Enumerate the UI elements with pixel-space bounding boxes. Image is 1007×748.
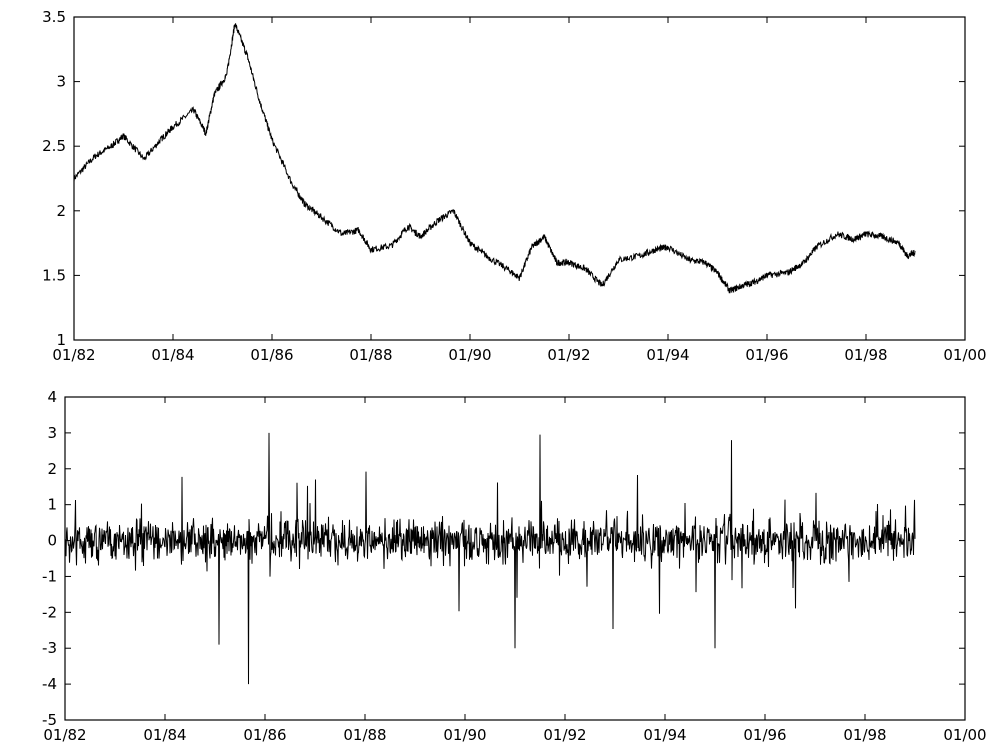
bottom-xtick-label: 01/94 (643, 726, 686, 744)
bottom-ytick-label: 1 (47, 496, 57, 514)
bottom-xtick-label: 01/92 (543, 726, 586, 744)
bottom-xtick-label: 01/96 (743, 726, 786, 744)
top-xtick-label: 01/98 (844, 346, 887, 364)
top-plot-frame (73, 16, 966, 341)
bottom-xtick-label: 01/90 (443, 726, 486, 744)
top-series-line (73, 23, 916, 294)
bottom-series-line (64, 432, 916, 685)
bottom-plot-frame (64, 396, 966, 721)
top-ytick-label: 3.5 (42, 8, 66, 26)
top-xtick-label: 01/86 (250, 346, 293, 364)
bottom-ytick-label: -2 (42, 603, 57, 621)
top-xtick-label: 01/82 (52, 346, 95, 364)
bottom-ytick-label: -1 (42, 567, 57, 585)
top-xtick-label: 01/88 (349, 346, 392, 364)
top-ytick-label: 1 (56, 331, 66, 349)
bottom-xtick-label: 01/82 (43, 726, 86, 744)
top-xtick-label: 01/96 (745, 346, 788, 364)
bottom-xtick-label: 01/00 (943, 726, 986, 744)
bottom-ytick-label: -5 (42, 711, 57, 729)
top-ytick-label: 2 (56, 202, 66, 220)
top-xtick-label: 01/00 (943, 346, 986, 364)
top-xtick-label: 01/92 (547, 346, 590, 364)
bottom-ytick-label: 3 (47, 424, 57, 442)
bottom-xtick-label: 01/98 (843, 726, 886, 744)
top-ytick-label: 3 (56, 73, 66, 91)
bottom-ytick-label: 4 (47, 388, 57, 406)
top-panel: 1 1.5 2 2.5 3 3.5 01/82 01/84 01/86 01/88 01/90 01… (42, 8, 986, 364)
bottom-ytick-label: -3 (42, 639, 57, 657)
top-xtick-label: 01/90 (448, 346, 491, 364)
bottom-xtick-label: 01/88 (343, 726, 386, 744)
top-ytick-label: 1.5 (42, 266, 66, 284)
bottom-ytick-label: 0 (47, 532, 57, 550)
top-xtick-label: 01/94 (646, 346, 689, 364)
bottom-ytick-label: -4 (42, 675, 57, 693)
bottom-ytick-label: 2 (47, 460, 57, 478)
bottom-xtick-label: 01/86 (243, 726, 286, 744)
bottom-xtick-label: 01/84 (143, 726, 186, 744)
top-xtick-label: 01/84 (151, 346, 194, 364)
top-ytick-label: 2.5 (42, 137, 66, 155)
bottom-panel: -5 -4 -3 -2 -1 0 1 2 3 4 01/82 01/84 01/86 01/88 01/9… (42, 388, 987, 744)
